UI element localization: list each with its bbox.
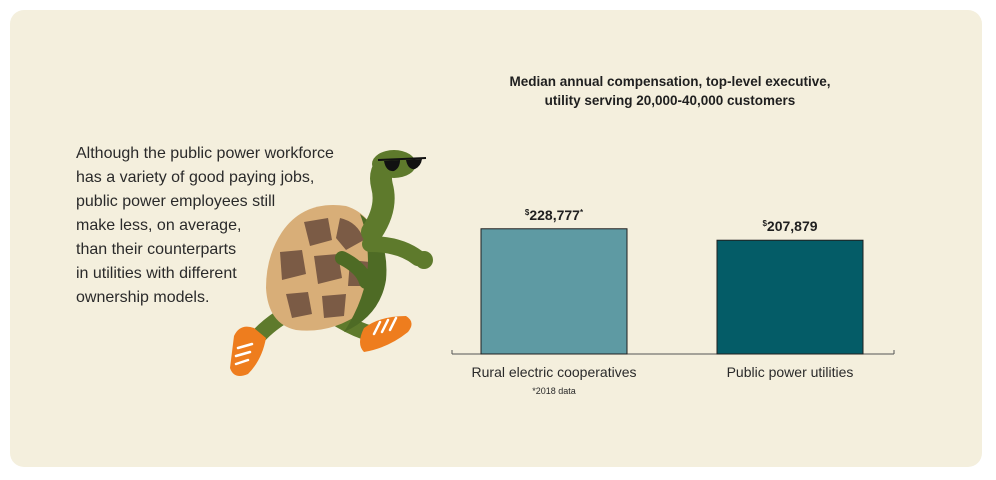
bar (480, 228, 628, 355)
body-text: Although the public power workforce has … (76, 142, 334, 310)
x-tick-label: Public power utilities (727, 364, 854, 380)
sunglasses-icon (377, 157, 427, 172)
x-tick-label: Rural electric cooperatives (472, 364, 637, 380)
chart-footnote: *2018 data (532, 386, 576, 396)
body-text-line: than their counterparts (76, 241, 237, 258)
body-text-line: ownership models. (76, 289, 210, 306)
bar-chart: $228,777* Rural electric cooperatives $207… (451, 207, 895, 396)
body-text-line: has a variety of good paying jobs, (76, 169, 315, 186)
body-text-line: public power employees still (76, 193, 276, 210)
body-text-line: make less, on average, (76, 217, 242, 234)
bar-value-label: $207,879 (762, 218, 817, 234)
body-text-line: in utilities with different (76, 265, 237, 282)
bar (716, 239, 864, 355)
orange-shoe-icon (360, 316, 412, 352)
orange-shoe-icon (230, 326, 266, 376)
body-text-line: Although the public power workforce (76, 145, 334, 162)
chart-title: Median annual compensation, top-level ex… (440, 72, 900, 110)
running-turtle-with-sunglasses-icon (230, 150, 433, 376)
bar-value-label: $228,777* (525, 207, 584, 223)
chart-title-line: utility serving 20,000-40,000 customers (544, 93, 796, 108)
chart-title-line: Median annual compensation, top-level ex… (509, 74, 831, 89)
